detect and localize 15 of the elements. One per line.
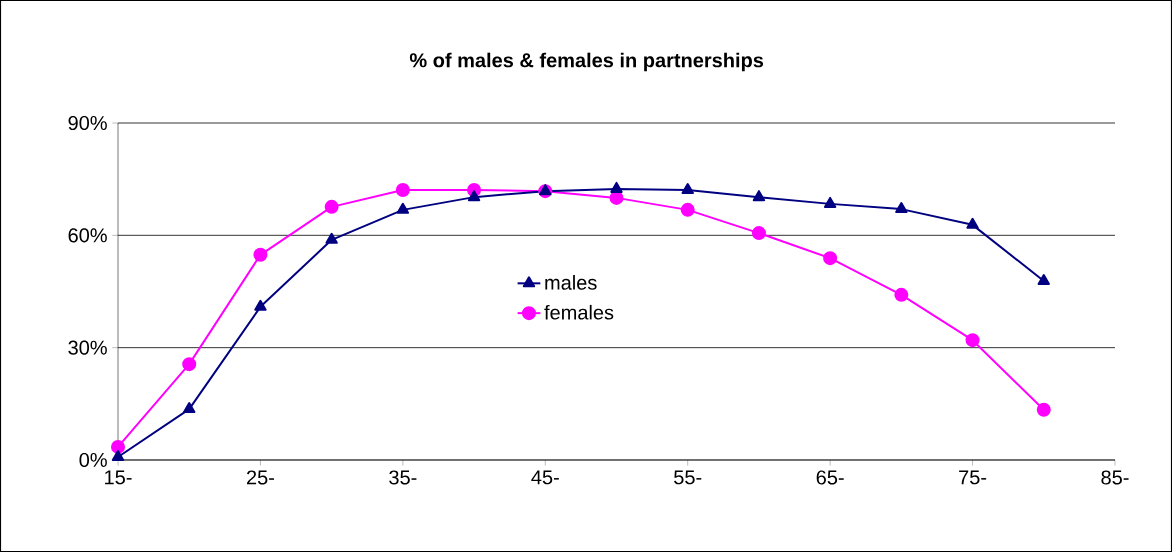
x-tick-label: 25- (246, 470, 274, 485)
x-tick-label: 55- (674, 470, 702, 485)
x-tick-label: 75- (959, 470, 987, 485)
legend-label: females (544, 304, 614, 320)
legend-label: males (545, 275, 597, 290)
y-tick-label: 90% (68, 115, 107, 131)
x-tick-label: 65- (816, 470, 844, 485)
x-tick-label: 15- (105, 470, 132, 485)
x-tick-label: 45- (531, 470, 559, 485)
x-tick-label: 85- (1101, 470, 1129, 485)
x-tick-label: 35- (389, 470, 417, 485)
chart-title: % of males & females in partnerships (409, 52, 764, 72)
y-tick-label: 30% (68, 340, 107, 355)
y-tick-label: 0% (79, 452, 107, 468)
y-tick-label: 60% (68, 228, 107, 243)
